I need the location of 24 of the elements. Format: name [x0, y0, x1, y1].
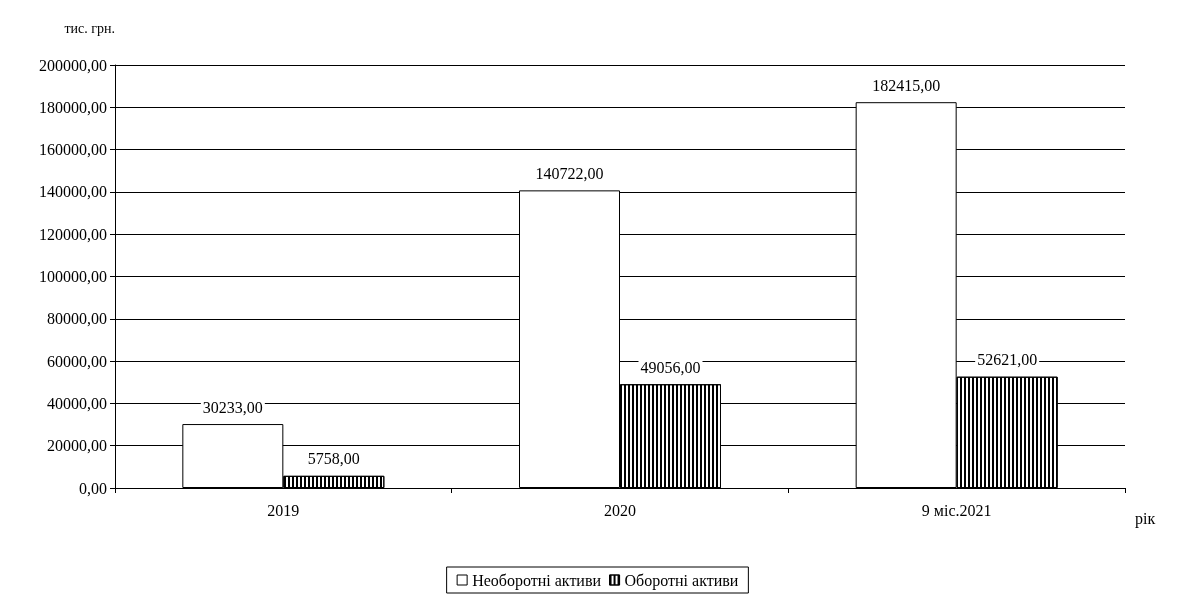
data-label: 5758,00 — [307, 450, 360, 468]
y-tick-label: 60000,00 — [47, 352, 107, 370]
y-tick-label: 80000,00 — [47, 310, 107, 328]
y-tick-label: 0,00 — [79, 479, 107, 497]
data-label: 140722,00 — [535, 164, 604, 182]
x-tick-label: 9 міс.2021 — [921, 501, 992, 519]
y-tick-label: 180000,00 — [39, 98, 107, 116]
data-label: 52621,00 — [977, 351, 1038, 369]
legend-label: Оборотні активи — [624, 571, 739, 590]
data-label: 49056,00 — [640, 358, 701, 376]
x-tick-label: 2019 — [267, 501, 300, 519]
legend-label: Необоротні активи — [472, 571, 602, 590]
x-tick-label: 2020 — [604, 501, 636, 519]
y-tick-label: 200000,00 — [39, 56, 107, 74]
x-axis-title: рік — [1135, 509, 1156, 528]
y-tick-label: 20000,00 — [47, 437, 107, 455]
y-axis-title: тис. грн. — [64, 20, 115, 36]
y-tick-label: 40000,00 — [47, 394, 107, 412]
y-tick-label: 100000,00 — [39, 268, 107, 285]
data-label: 30233,00 — [202, 398, 263, 416]
y-tick-label: 120000,00 — [39, 225, 107, 243]
y-tick-label: 140000,00 — [39, 183, 107, 201]
y-tick-label: 160000,00 — [39, 141, 107, 159]
data-label: 182415,00 — [872, 76, 941, 94]
